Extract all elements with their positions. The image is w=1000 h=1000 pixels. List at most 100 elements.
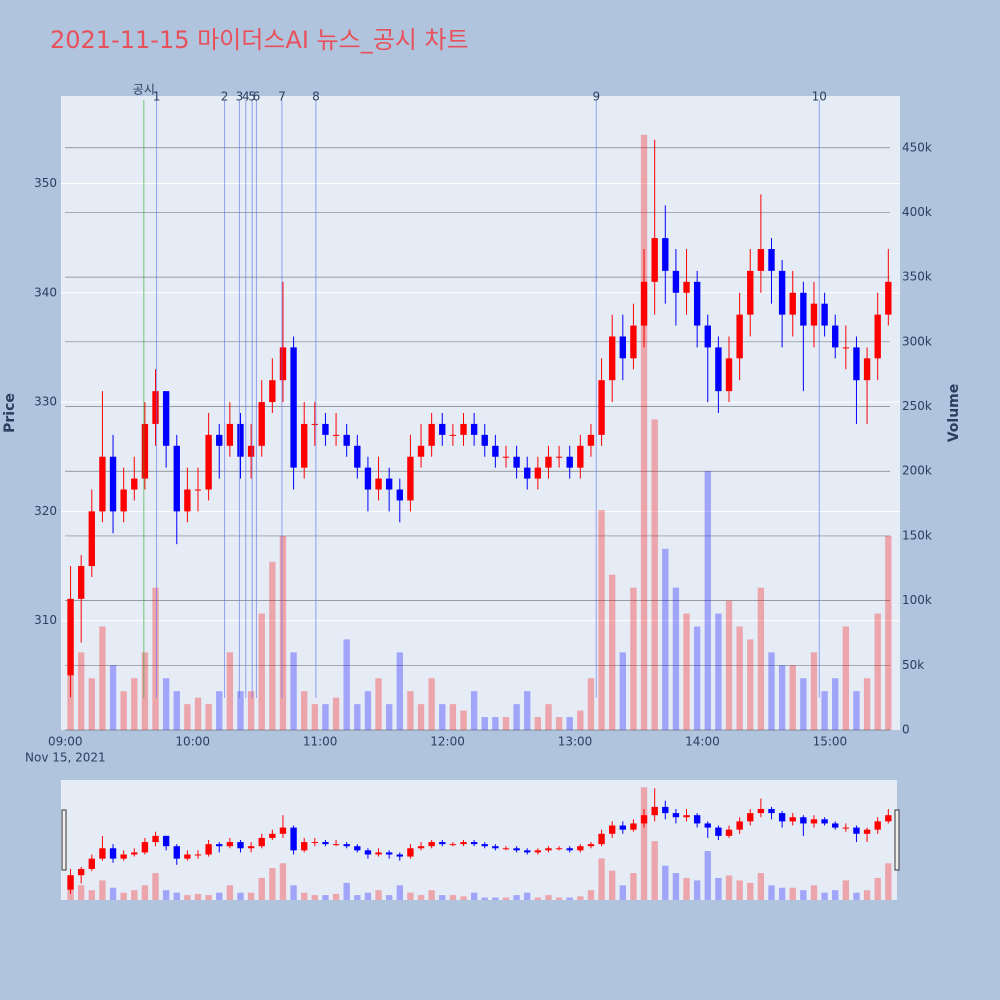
y2-tick-label: 150k [902, 528, 932, 542]
candle-body [216, 434, 223, 446]
candle-body [715, 347, 722, 392]
mini-candle-body [683, 815, 690, 818]
y2-tick-label: 100k [902, 593, 932, 607]
volume-bar [439, 704, 446, 730]
candle-body [481, 434, 488, 446]
candle-body [725, 358, 733, 392]
volume-bar [778, 665, 786, 730]
candle-body [162, 391, 170, 446]
mini-candle-body [460, 842, 467, 845]
candle-body [99, 456, 106, 512]
news-marker-label: 3 [236, 90, 244, 104]
volume-bar [672, 587, 680, 730]
candle-body [502, 456, 510, 458]
volume-bar [162, 678, 170, 730]
volume-bar [747, 639, 754, 730]
x-tick-label: 09:00 [48, 735, 83, 749]
mini-volume-bar [109, 887, 117, 900]
mini-candle-body [757, 808, 765, 814]
volume-bar [332, 697, 340, 730]
candle-body [545, 456, 552, 468]
mini-candle-body [428, 842, 435, 847]
x-tick-label: 14:00 [685, 735, 720, 749]
candle-body [247, 445, 255, 457]
mini-candle-body [885, 815, 892, 822]
candle-body [609, 336, 616, 381]
mini-candle-body [205, 844, 212, 855]
volume-bar [428, 678, 435, 730]
candle-body [683, 281, 690, 293]
y2-tick-label: 200k [902, 464, 932, 478]
volume-bar [683, 613, 690, 730]
volume-bar [343, 639, 350, 730]
volume-bar [757, 587, 765, 730]
volume-bar [481, 717, 488, 730]
volume-bar [460, 710, 467, 730]
candle-body [832, 325, 839, 348]
mini-volume-bar [152, 873, 159, 900]
candle-body [194, 489, 202, 491]
news-marker-label: 1 [153, 90, 161, 104]
mini-volume-bar [683, 877, 690, 900]
mini-volume-bar [428, 890, 435, 900]
mini-candle-body [470, 842, 478, 845]
volume-bar [173, 691, 180, 730]
mini-volume-bar [789, 887, 796, 900]
mini-candle-body [662, 806, 669, 814]
y2-axis-title: Volume [946, 384, 962, 443]
mini-candle-body [577, 846, 584, 851]
mini-candle-body [322, 842, 329, 845]
volume-bar [258, 613, 265, 730]
volume-bar [226, 652, 234, 730]
mini-candle-body [715, 827, 722, 836]
y2-tick-label: 450k [902, 140, 932, 154]
mini-candle-body [566, 848, 573, 851]
mini-candle-body [439, 842, 446, 845]
mini-volume-bar [322, 895, 329, 900]
mini-volume-bar [693, 880, 701, 900]
mini-candle-body [332, 844, 340, 846]
mini-candle-body [173, 846, 180, 859]
mini-candle-body [301, 842, 308, 851]
candle-body [778, 270, 786, 315]
volume-bar [704, 471, 711, 730]
candle-body [417, 445, 425, 457]
mini-volume-bar [226, 885, 234, 900]
plot-area [61, 96, 900, 730]
volume-bar [109, 665, 117, 730]
volume-bar [863, 678, 871, 730]
mini-candle-body [672, 813, 680, 818]
candle-body [619, 336, 626, 359]
candle-body [131, 478, 138, 490]
mini-candle-body [152, 835, 159, 843]
mini-candle-body [120, 854, 127, 859]
mini-volume-bar [747, 882, 754, 900]
mini-volume-bar [301, 892, 308, 900]
candle-body [109, 456, 117, 512]
volume-bar [492, 717, 499, 730]
news-marker-label: 8 [312, 90, 320, 104]
mini-candle-body [810, 819, 818, 824]
volume-bar [290, 652, 297, 730]
mini-candle-body [651, 806, 658, 816]
volume-bar [640, 134, 648, 730]
mini-candle-body [194, 854, 202, 856]
mini-volume-bar [609, 870, 616, 900]
x-tick-label: 15:00 [813, 735, 848, 749]
news-marker-label: 4 [242, 90, 250, 104]
mini-volume-bar [364, 892, 372, 900]
y-tick-label: 330 [34, 395, 57, 409]
volume-bar [577, 710, 584, 730]
volume-bar [842, 626, 850, 730]
candle-body [258, 402, 265, 446]
news-marker-label: 9 [592, 90, 600, 104]
candle-body [428, 423, 435, 446]
volume-bar [322, 704, 329, 730]
mini-volume-bar [343, 882, 350, 900]
candle-body [492, 445, 499, 457]
candle-body [693, 281, 701, 326]
mini-volume-bar [524, 892, 531, 900]
mini-candle-body [853, 827, 860, 834]
y2-tick-label: 400k [902, 205, 932, 219]
mini-candle-body [354, 846, 361, 851]
